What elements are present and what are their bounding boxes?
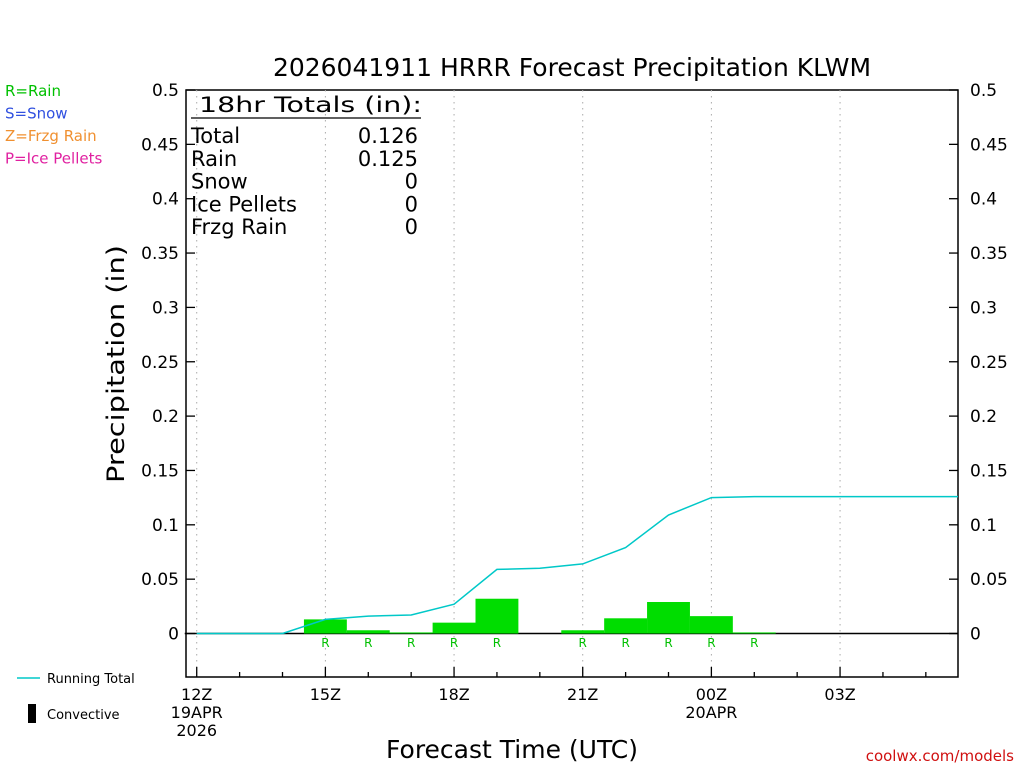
y-tick-label-left: 0.05: [141, 570, 179, 590]
precip-type-marker: R: [707, 636, 715, 650]
precip-bar: [647, 601, 690, 634]
totals-row-label: Snow: [191, 170, 248, 194]
y-tick-label-left: 0.2: [152, 407, 179, 427]
y-tick-label-left: 0.45: [141, 135, 179, 155]
x-tick-label: 2026: [176, 721, 217, 740]
precip-bar: [389, 632, 433, 634]
legend-convective-label: Convective: [47, 708, 120, 723]
precip-type-key: R=Rain S=Snow Z=Frzg Rain P=Ice Pellets: [5, 82, 102, 168]
precip-type-marker: R: [664, 636, 672, 650]
type-key-item: P=Ice Pellets: [5, 150, 102, 168]
precip-bar: [475, 598, 519, 634]
vertical-gridlines: [196, 90, 841, 677]
y-tick-label-right: 0.05: [970, 570, 1008, 590]
precip-type-marker: R: [621, 636, 629, 650]
type-key-item: S=Snow: [5, 105, 68, 123]
precip-type-marker: R: [493, 636, 501, 650]
precip-type-marker: R: [407, 636, 415, 650]
y-tick-label-left: 0.4: [152, 190, 179, 210]
x-tick-label: 00Z: [696, 685, 727, 704]
y-tick-label-left: 0.5: [152, 81, 179, 101]
plot-frame: [185, 89, 959, 678]
y-axis-left: 0 0.05 0.1 0.15 0.2 0.25 0.3 0.35 0.4 0.45 0.5: [141, 81, 195, 645]
legend-running-total-label: Running Total: [47, 672, 135, 687]
type-key-item: R=Rain: [5, 82, 61, 100]
x-tick-label: 21Z: [567, 685, 598, 704]
x-tick-label: 03Z: [824, 685, 855, 704]
y-tick-label-right: 0.25: [970, 353, 1008, 373]
y-tick-label-left: 0: [168, 625, 179, 645]
precip-bar: [346, 630, 390, 634]
totals-row-value: 0: [405, 192, 418, 216]
hourly-precip-bars: [303, 598, 776, 634]
precip-type-marker: R: [750, 636, 758, 650]
y-tick-label-right: 0.1: [970, 516, 997, 536]
y-tick-label-left: 0.15: [141, 461, 179, 481]
precip-type-marker: R: [364, 636, 372, 650]
y-tick-label-right: 0: [970, 625, 981, 645]
precip-bar: [604, 618, 648, 634]
legend: Running Total Convective: [17, 672, 135, 723]
y-tick-label-right: 0.45: [970, 135, 1008, 155]
totals-heading: 18hr Totals (in):: [199, 93, 422, 117]
precip-bar: [561, 630, 605, 634]
totals-row-label: Rain: [191, 147, 237, 171]
totals-row-value: 0: [405, 215, 418, 239]
totals-row-value: 0: [405, 170, 418, 194]
totals-row-label: Ice Pellets: [191, 192, 297, 216]
x-axis-label: Forecast Time (UTC): [386, 735, 638, 764]
running-total-line: [196, 495, 958, 635]
legend-convective-swatch: [28, 704, 36, 723]
y-tick-label-right: 0.3: [970, 298, 997, 318]
y-axis-label: Precipitation (in): [102, 245, 130, 483]
x-tick-label: 12Z: [181, 685, 212, 704]
y-tick-label-right: 0.15: [970, 461, 1008, 481]
x-tick-label: 20APR: [685, 703, 737, 722]
y-tick-label-left: 0.3: [152, 298, 179, 318]
totals-row-value: 0.125: [358, 147, 418, 171]
precip-bar: [689, 616, 733, 634]
y-tick-label-left: 0.1: [152, 516, 179, 536]
y-tick-label-right: 0.4: [970, 190, 997, 210]
x-tick-label: 18Z: [438, 685, 469, 704]
precip-type-marker: R: [579, 636, 587, 650]
credit-text: coolwx.com/models: [866, 747, 1014, 765]
y-tick-label-right: 0.35: [970, 244, 1008, 264]
precip-type-marker: R: [450, 636, 458, 650]
type-key-item: Z=Frzg Rain: [5, 127, 97, 145]
y-tick-label-right: 0.2: [970, 407, 997, 427]
totals-row-value: 0.126: [358, 124, 418, 148]
precip-bar: [432, 622, 476, 634]
precip-bar: [303, 619, 347, 634]
totals-box: 18hr Totals (in): Total 0.126 Rain 0.125 Sno…: [190, 93, 422, 239]
totals-row-label: Total: [190, 124, 240, 148]
precip-bar: [732, 632, 776, 634]
chart-title: 2026041911 HRRR Forecast Precipitation K…: [273, 53, 871, 82]
y-tick-label-right: 0.5: [970, 81, 997, 101]
x-tick-label: 19APR: [171, 703, 223, 722]
x-tick-label: 15Z: [310, 685, 341, 704]
y-axis-right: 0 0.05 0.1 0.15 0.2 0.25 0.3 0.35 0.4 0.45 0.5: [949, 81, 1008, 645]
precip-type-marker: R: [321, 636, 329, 650]
y-tick-label-left: 0.35: [141, 244, 179, 264]
totals-row-label: Frzg Rain: [191, 215, 287, 239]
y-tick-label-left: 0.25: [141, 353, 179, 373]
